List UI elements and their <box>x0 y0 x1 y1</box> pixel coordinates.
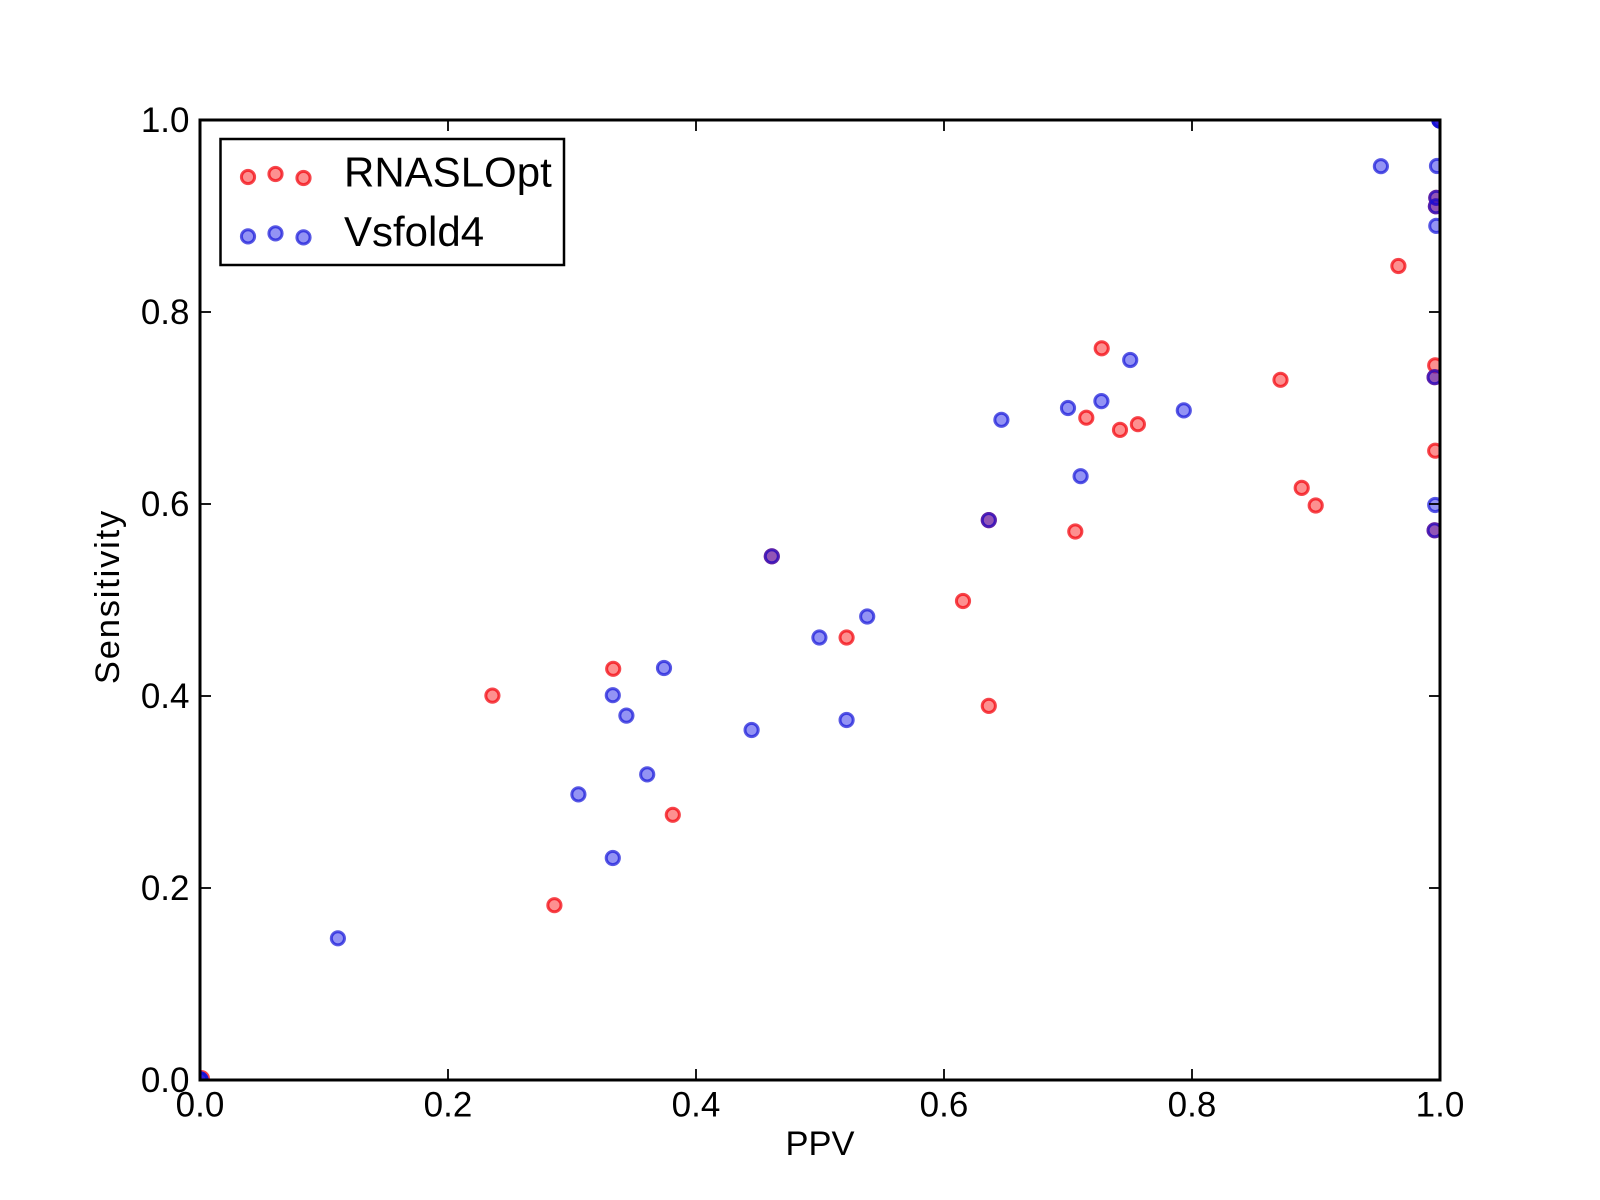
svg-text:RNASLOpt: RNASLOpt <box>344 149 552 196</box>
svg-text:0.6: 0.6 <box>141 485 190 524</box>
svg-text:0.6: 0.6 <box>920 1086 969 1125</box>
svg-text:PPV: PPV <box>785 1125 854 1163</box>
svg-text:0.8: 0.8 <box>141 293 190 332</box>
svg-text:Sensitivity: Sensitivity <box>89 509 127 684</box>
svg-text:0.2: 0.2 <box>141 869 190 908</box>
svg-text:1.0: 1.0 <box>1416 1086 1465 1125</box>
svg-text:0.2: 0.2 <box>424 1086 473 1125</box>
svg-text:0.0: 0.0 <box>176 1086 225 1125</box>
svg-text:0.4: 0.4 <box>141 677 190 716</box>
svg-text:0.0: 0.0 <box>141 1061 190 1100</box>
svg-text:1.0: 1.0 <box>141 101 190 140</box>
svg-text:0.8: 0.8 <box>1168 1086 1217 1125</box>
svg-text:Vsfold4: Vsfold4 <box>344 208 484 255</box>
svg-text:0.4: 0.4 <box>672 1086 721 1125</box>
